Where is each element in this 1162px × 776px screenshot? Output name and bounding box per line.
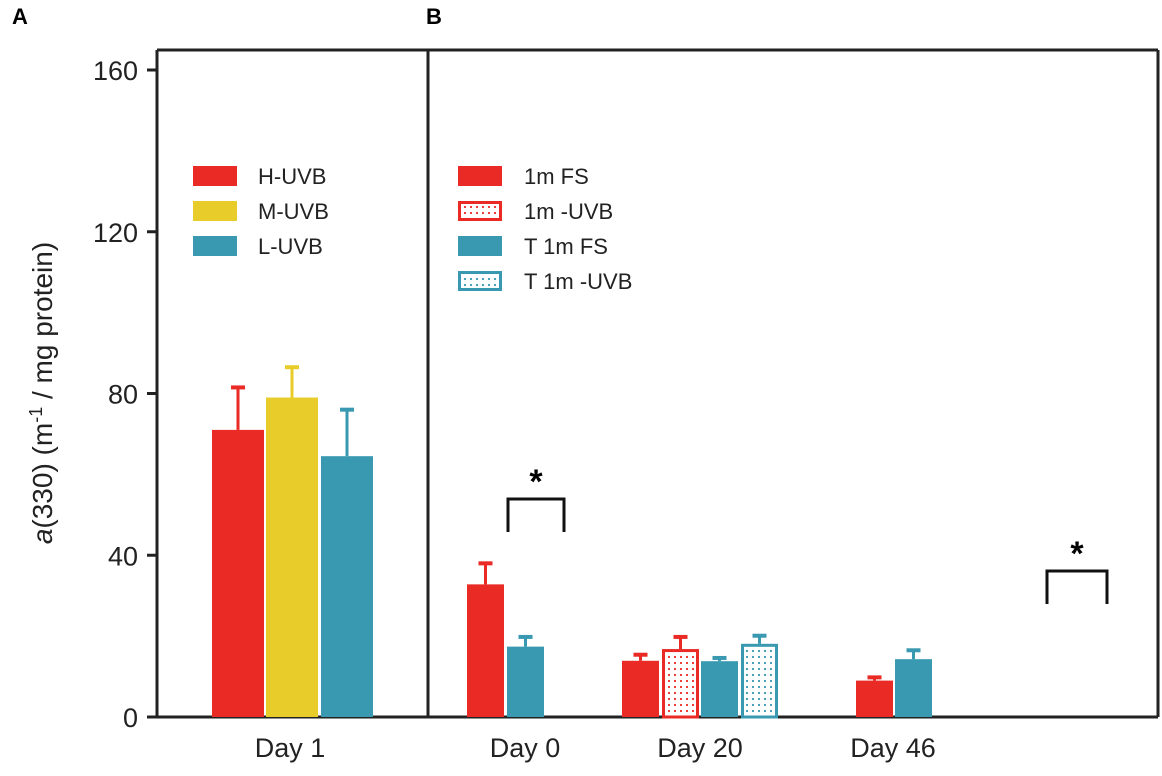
bar bbox=[467, 584, 504, 717]
legend-swatch bbox=[193, 236, 237, 256]
legend-swatch bbox=[458, 236, 502, 256]
legend-swatch bbox=[458, 271, 502, 291]
significance-bracket bbox=[506, 497, 566, 532]
bar bbox=[321, 456, 373, 717]
panel-label-a: A bbox=[12, 4, 28, 29]
bar bbox=[856, 680, 893, 717]
legend-swatch bbox=[458, 201, 502, 221]
legend-swatch bbox=[458, 166, 502, 186]
y-label-italic: a bbox=[27, 529, 58, 545]
bar bbox=[741, 643, 778, 719]
legend-label: T 1m -UVB bbox=[524, 269, 632, 294]
legend-label: 1m FS bbox=[524, 164, 589, 189]
legend-swatch bbox=[193, 166, 237, 186]
bar bbox=[507, 646, 544, 717]
y-label-superscript: -1 bbox=[26, 407, 46, 423]
x-category-label: Day 0 bbox=[490, 733, 561, 763]
legend-label: H-UVB bbox=[258, 164, 326, 189]
y-tick-label: 120 bbox=[93, 218, 138, 248]
y-label-end: / mg protein) bbox=[27, 242, 58, 407]
bar bbox=[212, 429, 264, 717]
bar bbox=[895, 659, 932, 717]
panel-label-b: B bbox=[426, 4, 442, 29]
legend-label: M-UVB bbox=[258, 199, 329, 224]
bar bbox=[266, 397, 318, 717]
x-category-label: Day 46 bbox=[850, 733, 936, 763]
bar bbox=[662, 649, 699, 719]
legend-label: 1m -UVB bbox=[524, 199, 613, 224]
significance-star: * bbox=[1070, 535, 1084, 573]
y-tick-label: 160 bbox=[93, 56, 138, 86]
y-tick-label: 0 bbox=[123, 703, 138, 733]
y-axis-label: a(330) (m-1 / mg protein) bbox=[26, 242, 58, 544]
legend-label: T 1m FS bbox=[524, 234, 608, 259]
bar bbox=[701, 661, 738, 717]
significance-bracket bbox=[1045, 569, 1109, 604]
y-tick-label: 80 bbox=[108, 380, 138, 410]
bar bbox=[622, 660, 659, 717]
significance-star: * bbox=[529, 463, 543, 501]
legend-label: L-UVB bbox=[258, 234, 323, 259]
y-label-main: (330) (m bbox=[27, 423, 58, 529]
legend-swatch bbox=[193, 201, 237, 221]
x-category-label: Day 20 bbox=[657, 733, 743, 763]
x-category-label: Day 1 bbox=[255, 733, 326, 763]
y-tick-label: 40 bbox=[108, 541, 138, 571]
